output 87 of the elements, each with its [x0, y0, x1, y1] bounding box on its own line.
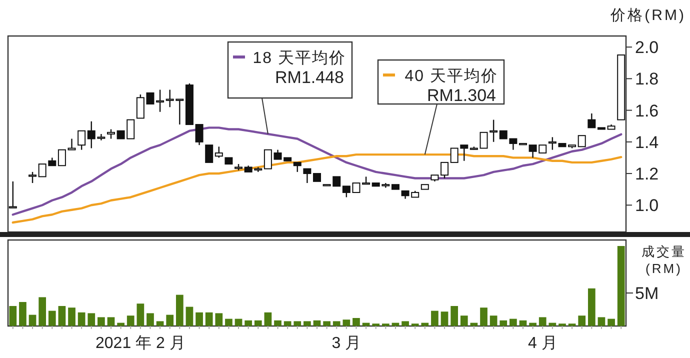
candlestick — [58, 149, 66, 166]
bar — [28, 314, 36, 326]
bar — [519, 320, 527, 326]
bar — [352, 318, 360, 326]
bar — [264, 312, 272, 326]
bar — [156, 321, 164, 326]
bar — [98, 317, 105, 326]
bar — [421, 322, 429, 326]
bar — [431, 310, 438, 326]
text: 5M — [635, 284, 659, 303]
bar — [88, 313, 96, 326]
bar — [460, 316, 468, 326]
bar — [117, 322, 124, 326]
y-tick-label: 2.0 — [635, 38, 659, 58]
bar — [9, 306, 17, 326]
candlestick — [28, 171, 37, 184]
bar — [538, 317, 546, 326]
annotation: RM1.448 — [275, 68, 344, 87]
bar — [244, 320, 252, 326]
bar — [126, 316, 134, 326]
bar — [304, 321, 311, 326]
bar — [480, 308, 488, 326]
x-tick-label: 3 月 — [332, 335, 362, 352]
bar — [294, 321, 302, 326]
bar — [608, 318, 615, 326]
annotation: RM1.304 — [427, 86, 496, 105]
y-axis-title: 价格(RM) — [610, 7, 686, 24]
y-tick-label: 1.0 — [635, 196, 659, 216]
bar — [186, 306, 194, 326]
bar — [617, 246, 625, 326]
bar — [107, 317, 115, 326]
y-tick-label: 1.8 — [635, 70, 659, 89]
candlestick — [214, 146, 223, 158]
bar — [19, 302, 26, 326]
bar — [500, 320, 508, 326]
candlestick — [8, 180, 17, 208]
bar — [48, 310, 56, 326]
bar — [490, 316, 498, 326]
candlestick — [107, 128, 115, 140]
bar — [274, 320, 282, 326]
y-axis-title: 成交量 (RM) — [642, 244, 686, 276]
bar — [450, 306, 458, 326]
candlestick — [156, 89, 164, 112]
line-series — [12, 153, 622, 224]
bar — [38, 297, 46, 326]
bar — [225, 318, 232, 326]
bar — [68, 308, 76, 326]
candlestick — [303, 168, 312, 184]
bar — [402, 321, 409, 326]
bar — [205, 312, 213, 326]
candlestick — [293, 162, 302, 173]
bar — [215, 313, 223, 326]
bar — [254, 320, 262, 326]
bar — [332, 321, 340, 326]
bar — [58, 306, 66, 326]
x-tick-label: 4 月 — [528, 335, 558, 352]
bar — [598, 317, 606, 326]
bar — [146, 313, 154, 326]
bar — [234, 318, 242, 326]
candlestick — [440, 162, 449, 179]
candlestick — [205, 144, 214, 163]
bar — [166, 314, 174, 326]
bar — [313, 320, 321, 326]
y-tick-label: 1.6 — [635, 101, 659, 120]
y-tick-label: 1.4 — [635, 132, 659, 152]
legend-label: 18 天平均价 — [252, 50, 346, 67]
bar — [136, 304, 144, 326]
bar — [323, 321, 330, 326]
y-tick-label: 1.2 — [635, 164, 659, 184]
bar — [588, 288, 596, 326]
bar — [78, 312, 86, 326]
bar — [196, 312, 203, 326]
candlestick — [195, 124, 204, 146]
candlestick — [588, 112, 596, 128]
x-tick-label: 2021 年 2 月 — [96, 335, 186, 352]
candlestick — [264, 149, 272, 170]
candlestick — [78, 130, 86, 150]
bar — [176, 294, 184, 326]
bar — [284, 321, 292, 326]
bar — [529, 322, 536, 326]
bar — [510, 318, 517, 326]
bar — [342, 320, 350, 326]
bar — [440, 312, 448, 326]
candlestick — [68, 138, 76, 150]
bar — [578, 316, 586, 326]
candlestick — [578, 135, 586, 148]
legend-label: 40 天平均价 — [404, 68, 498, 85]
